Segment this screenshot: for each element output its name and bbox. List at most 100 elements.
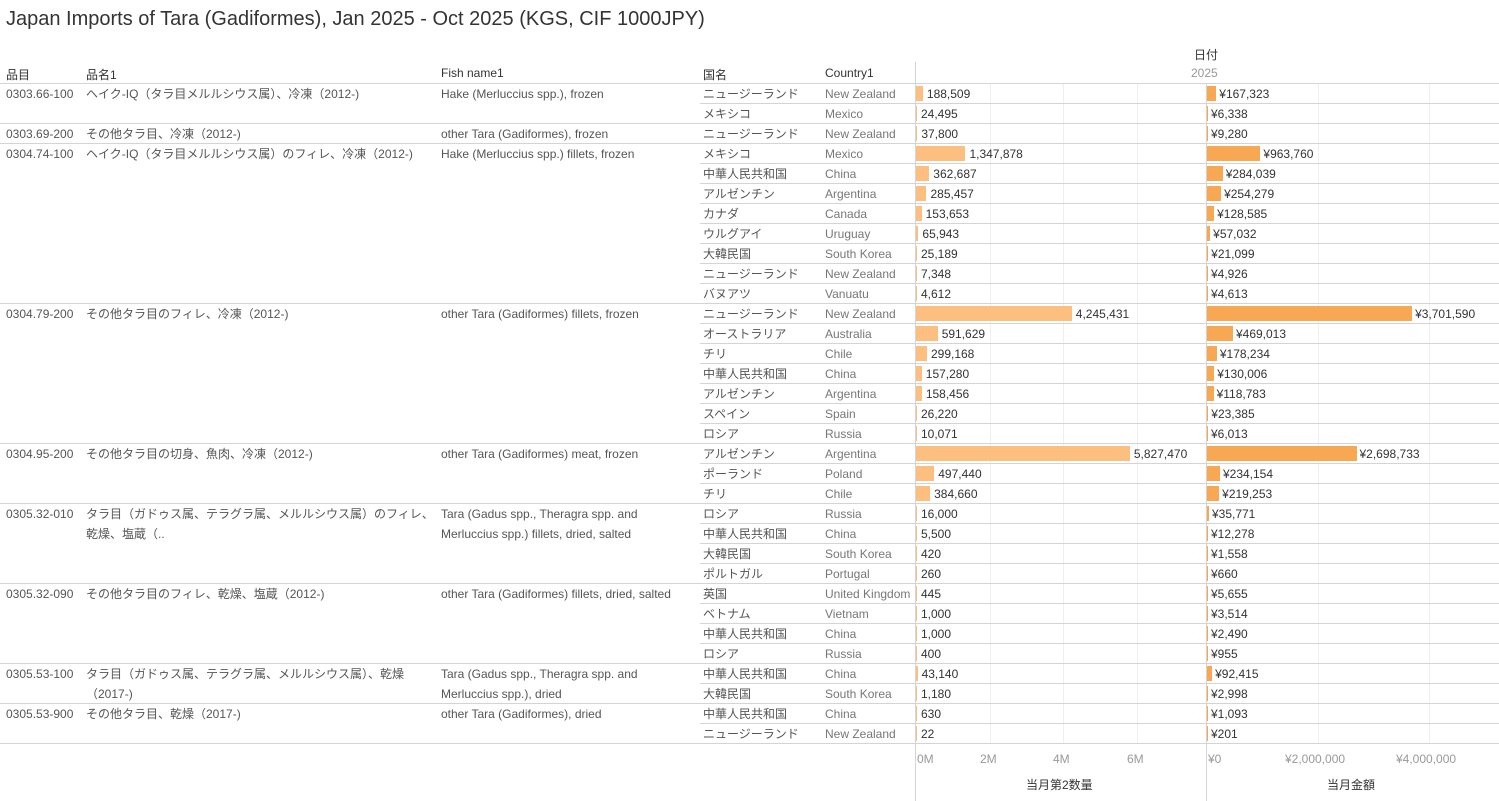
item-code[interactable]: 0304.95-200 [6, 447, 74, 461]
amount-bar[interactable] [1207, 566, 1208, 581]
amount-bar[interactable] [1207, 266, 1208, 281]
country-en[interactable]: Chile [825, 487, 853, 501]
item-code[interactable]: 0305.32-010 [6, 507, 74, 521]
fish-name[interactable]: other Tara (Gadiformes) fillets, frozen [441, 307, 639, 321]
item-code[interactable]: 0303.69-200 [6, 127, 74, 141]
amount-bar[interactable] [1207, 446, 1357, 461]
amount-bar[interactable] [1207, 286, 1208, 301]
item-name[interactable]: その他タラ目、冷凍（2012-) [86, 127, 241, 141]
header-country-en[interactable]: Country1 [825, 66, 874, 80]
country-en[interactable]: Mexico [825, 107, 864, 121]
country-jp[interactable]: バヌアツ [703, 287, 752, 301]
country-en[interactable]: Vanuatu [825, 287, 869, 301]
country-en[interactable]: United Kingdom [825, 587, 911, 601]
country-en[interactable]: China [825, 167, 857, 181]
country-jp[interactable]: ポルトガル [703, 567, 764, 581]
country-jp[interactable]: ウルグアイ [703, 227, 763, 241]
qty-bar[interactable] [916, 186, 927, 201]
qty-bar[interactable] [916, 166, 930, 181]
country-en[interactable]: Russia [825, 647, 862, 661]
item-code[interactable]: 0305.53-900 [6, 707, 74, 721]
header-item[interactable]: 品目 [6, 68, 31, 82]
amount-bar[interactable] [1207, 466, 1220, 481]
country-jp[interactable]: チリ [703, 487, 728, 501]
country-en[interactable]: Canada [825, 207, 868, 221]
country-en[interactable]: Poland [825, 467, 863, 481]
country-en[interactable]: New Zealand [825, 267, 896, 281]
item-name[interactable]: ヘイク-IQ（タラ目メルルシウス属）のフィレ、冷凍（2012-) [86, 147, 413, 161]
item-code[interactable]: 0304.79-200 [6, 307, 74, 321]
amount-bar[interactable] [1207, 346, 1217, 361]
amount-bar[interactable] [1207, 706, 1208, 721]
country-jp[interactable]: アルゼンチン [703, 447, 775, 461]
fish-name[interactable]: other Tara (Gadiformes) fillets, dried, … [441, 587, 671, 601]
country-en[interactable]: Mexico [825, 147, 864, 161]
amount-bar[interactable] [1207, 546, 1208, 561]
country-jp[interactable]: オーストラリア [703, 327, 787, 341]
country-jp[interactable]: ニュージーランド [703, 307, 799, 321]
amount-bar[interactable] [1207, 526, 1208, 541]
item-name[interactable]: その他タラ目、乾燥（2017-) [86, 707, 241, 721]
country-en[interactable]: China [825, 367, 857, 381]
country-en[interactable]: China [825, 707, 857, 721]
amount-bar[interactable] [1207, 146, 1261, 161]
amount-bar[interactable] [1207, 186, 1222, 201]
item-name[interactable]: その他タラ目のフィレ、乾燥、塩蔵（2012-) [86, 587, 325, 601]
amount-bar[interactable] [1207, 206, 1215, 221]
amount-bar[interactable] [1207, 726, 1208, 741]
country-jp[interactable]: カナダ [703, 207, 740, 221]
fish-name[interactable]: Hake (Merluccius spp.) fillets, frozen [441, 147, 635, 161]
qty-bar[interactable] [916, 126, 918, 141]
country-jp[interactable]: ロシア [703, 427, 740, 441]
qty-bar[interactable] [916, 506, 917, 521]
amount-bar[interactable] [1207, 646, 1208, 661]
item-name[interactable]: タラ目（ガドゥス属、テラグラ属、メルルシウス属）、乾燥（2017-) [86, 667, 405, 701]
header-name[interactable]: 品名1 [86, 68, 117, 82]
country-en[interactable]: South Korea [825, 687, 892, 701]
country-jp[interactable]: 中華人民共和国 [703, 707, 788, 721]
qty-bar[interactable] [916, 266, 917, 281]
qty-bar[interactable] [916, 306, 1072, 321]
country-en[interactable]: Australia [825, 327, 872, 341]
qty-bar[interactable] [916, 546, 917, 561]
fish-name[interactable]: Merluccius spp.) fillets, dried, salted [441, 527, 632, 541]
country-en[interactable]: Uruguay [825, 227, 871, 241]
amount-bar[interactable] [1207, 486, 1220, 501]
qty-bar[interactable] [916, 406, 917, 421]
country-en[interactable]: Chile [825, 347, 853, 361]
country-en[interactable]: South Korea [825, 247, 892, 261]
amount-bar[interactable] [1207, 306, 1413, 321]
country-jp[interactable]: 中華人民共和国 [703, 667, 788, 681]
amount-bar[interactable] [1207, 506, 1209, 521]
amount-bar[interactable] [1207, 586, 1208, 601]
country-en[interactable]: Argentina [825, 447, 877, 461]
country-en[interactable]: Argentina [825, 187, 877, 201]
fish-name[interactable]: other Tara (Gadiformes) meat, frozen [441, 447, 639, 461]
country-en[interactable]: New Zealand [825, 127, 896, 141]
header-fish[interactable]: Fish name1 [441, 66, 504, 80]
country-en[interactable]: New Zealand [825, 727, 896, 741]
country-en[interactable]: Argentina [825, 387, 877, 401]
amount-bar[interactable] [1207, 626, 1208, 641]
amount-bar[interactable] [1207, 406, 1209, 421]
country-jp[interactable]: ニュージーランド [703, 267, 799, 281]
item-name[interactable]: タラ目（ガドゥス属、テラグラ属、メルルシウス属）のフィレ、乾燥、塩蔵（.. [86, 507, 434, 541]
country-jp[interactable]: ニュージーランド [703, 87, 799, 101]
country-jp[interactable]: 大韓民国 [703, 687, 752, 701]
item-code[interactable]: 0303.66-100 [6, 87, 74, 101]
country-jp[interactable]: ニュージーランド [703, 127, 799, 141]
amount-bar[interactable] [1207, 326, 1233, 341]
qty-bar[interactable] [916, 286, 917, 301]
qty-bar[interactable] [916, 206, 922, 221]
country-en[interactable]: South Korea [825, 547, 892, 561]
qty-bar[interactable] [916, 446, 1130, 461]
amount-bar[interactable] [1207, 666, 1213, 681]
country-jp[interactable]: メキシコ [703, 107, 752, 121]
qty-bar[interactable] [916, 526, 917, 541]
country-jp[interactable]: 中華人民共和国 [703, 627, 788, 641]
country-jp[interactable]: スペイン [703, 407, 751, 421]
country-en[interactable]: New Zealand [825, 307, 896, 321]
country-jp[interactable]: メキシコ [703, 147, 752, 161]
country-jp[interactable]: ロシア [703, 507, 740, 521]
qty-bar[interactable] [916, 386, 922, 401]
